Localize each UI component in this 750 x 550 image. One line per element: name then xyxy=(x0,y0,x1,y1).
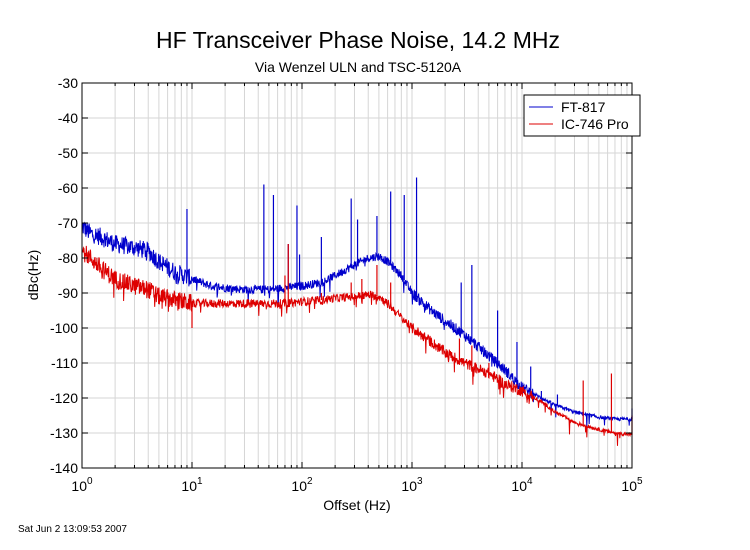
y-tick-label: -130 xyxy=(50,425,78,441)
y-tick-label: -140 xyxy=(50,460,78,476)
y-tick-label: -30 xyxy=(58,75,78,91)
y-axis-label: dBc(Hz) xyxy=(25,250,41,301)
plot-series xyxy=(81,177,633,446)
legend-label-ic746pro: IC-746 Pro xyxy=(561,116,629,132)
y-tick-labels: -30 -40 -50 -60 -70 -80 -90 -100 -110 -120 -130 -14… xyxy=(50,75,78,476)
y-tick-label: -80 xyxy=(58,250,78,266)
x-tick-label: 101 xyxy=(181,476,203,494)
x-axis-label: Offset (Hz) xyxy=(323,497,390,513)
series-line-ft817 xyxy=(81,221,633,428)
footer-timestamp: Sat Jun 2 13:09:53 2007 xyxy=(18,524,127,535)
legend-box xyxy=(523,94,641,137)
y-tick-label: -100 xyxy=(50,320,78,336)
series-line-ic746pro xyxy=(81,245,633,446)
y-tick-label: -70 xyxy=(58,215,78,231)
chart-subtitle: Via Wenzel ULN and TSC-5120A xyxy=(255,59,462,75)
x-tick-label: 103 xyxy=(401,476,423,494)
y-tick-label: -60 xyxy=(58,180,78,196)
x-tick-label: 100 xyxy=(71,476,93,494)
plot-frame xyxy=(81,82,633,469)
y-tick-label: -110 xyxy=(51,355,78,371)
x-tick-label: 102 xyxy=(291,476,313,494)
y-tick-label: -120 xyxy=(50,390,78,406)
chart-legend: FT-817 IC-746 Pro xyxy=(523,94,641,137)
x-tick-label: 105 xyxy=(621,476,643,494)
y-tick-label: -50 xyxy=(58,145,78,161)
x-tick-label: 104 xyxy=(511,476,533,494)
y-tick-label: -90 xyxy=(58,285,78,301)
chart-title: HF Transceiver Phase Noise, 14.2 MHz xyxy=(156,27,560,53)
axis-ticks xyxy=(81,82,633,469)
legend-label-ft817: FT-817 xyxy=(561,99,606,115)
x-tick-labels: 100 101 102 103 104 105 xyxy=(71,476,643,494)
grid-lines xyxy=(82,83,632,468)
y-tick-label: -40 xyxy=(58,110,78,126)
